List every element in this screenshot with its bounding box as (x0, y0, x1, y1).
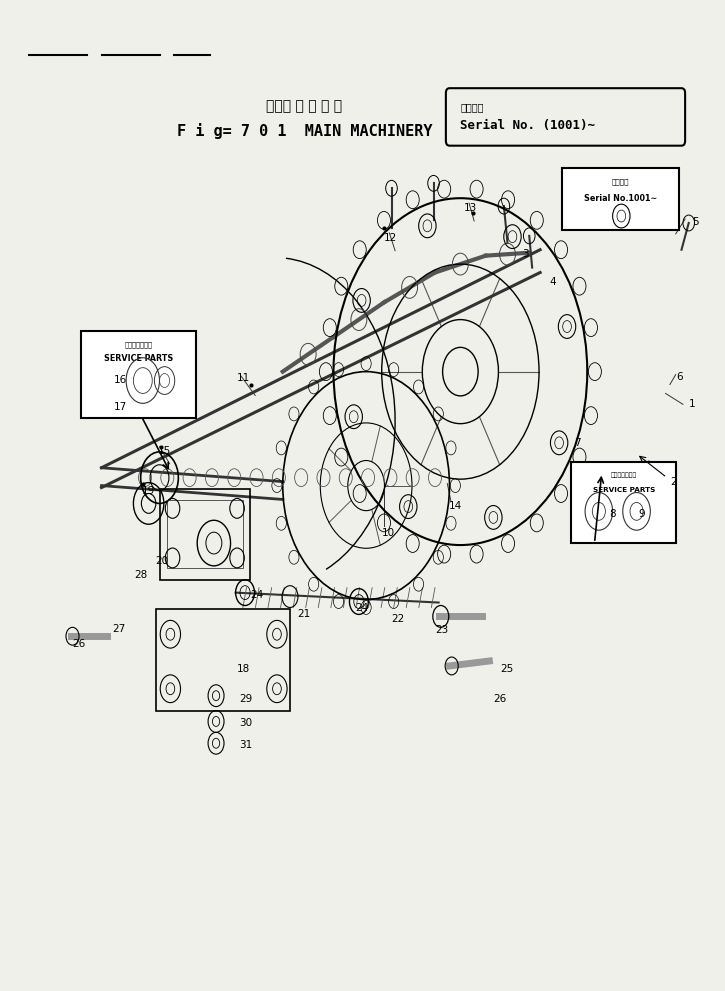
Text: 15: 15 (157, 446, 170, 456)
Text: 5: 5 (692, 217, 699, 227)
Text: 29: 29 (239, 694, 252, 704)
Text: Serial No.1001∼: Serial No.1001∼ (584, 193, 658, 203)
Text: 6: 6 (676, 372, 683, 382)
Text: 4: 4 (550, 277, 556, 287)
Bar (160, 489, 250, 580)
Text: メイン マ シ ナ リ: メイン マ シ ナ リ (267, 99, 342, 113)
Text: サービスパーツ: サービスパーツ (125, 342, 152, 348)
Text: 3: 3 (522, 249, 529, 259)
Text: 1: 1 (689, 399, 695, 409)
Bar (562, 168, 679, 230)
Text: 24: 24 (355, 604, 368, 613)
Text: 適用号機: 適用号機 (612, 178, 629, 184)
Text: 22: 22 (391, 614, 404, 624)
Text: 16: 16 (114, 375, 127, 385)
Text: 30: 30 (239, 718, 252, 728)
Text: 2: 2 (670, 477, 676, 487)
Text: 25: 25 (500, 664, 513, 674)
Text: 7: 7 (574, 438, 581, 448)
Text: 26: 26 (72, 639, 86, 649)
Text: Serial No. (1001)∼: Serial No. (1001)∼ (460, 119, 595, 133)
Text: 適用号機: 適用号機 (460, 102, 484, 112)
Text: 19: 19 (141, 486, 154, 496)
Text: サービスパーツ: サービスパーツ (610, 473, 637, 479)
Bar (571, 462, 676, 543)
Text: 23: 23 (435, 625, 448, 635)
Text: 14: 14 (449, 501, 462, 511)
Text: F i g= 7 0 1  MAIN MACHINERY: F i g= 7 0 1 MAIN MACHINERY (177, 123, 432, 139)
Text: 26: 26 (493, 694, 506, 704)
Text: 31: 31 (239, 740, 252, 750)
Bar (81, 331, 196, 418)
Text: 21: 21 (297, 609, 310, 619)
Bar (167, 500, 243, 568)
Text: 20: 20 (155, 556, 168, 566)
Text: 28: 28 (134, 570, 147, 580)
Text: 24: 24 (250, 590, 263, 600)
Text: SERVICE PARTS: SERVICE PARTS (592, 487, 655, 493)
Text: SERVICE PARTS: SERVICE PARTS (104, 354, 173, 364)
FancyBboxPatch shape (446, 88, 685, 146)
Text: 9: 9 (638, 509, 645, 519)
Text: 10: 10 (382, 528, 395, 538)
Text: 27: 27 (112, 624, 125, 634)
Text: 17: 17 (114, 402, 127, 412)
Text: 12: 12 (384, 233, 397, 243)
Text: 11: 11 (237, 373, 250, 383)
Text: 13: 13 (464, 203, 477, 213)
Text: 18: 18 (237, 664, 250, 674)
Text: 8: 8 (610, 509, 616, 519)
